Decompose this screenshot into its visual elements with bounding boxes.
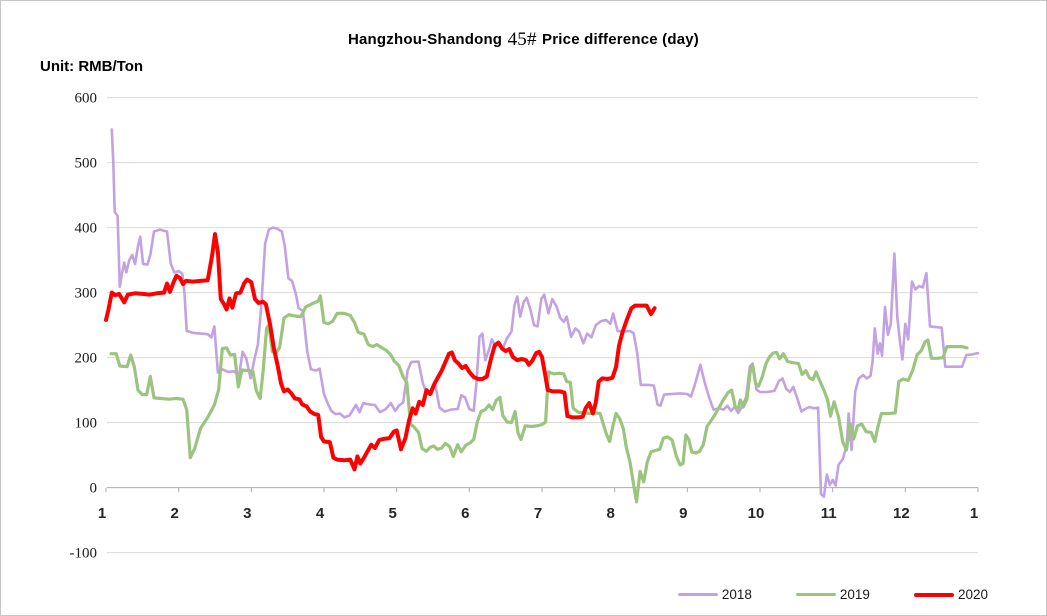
y-axis-tick-label: -100 bbox=[70, 546, 98, 562]
x-axis-tick-label: 5 bbox=[388, 505, 396, 522]
x-axis-tick-label: 10 bbox=[748, 505, 765, 522]
legend-label-2019: 2019 bbox=[839, 587, 870, 602]
x-axis-tick-label: 9 bbox=[679, 505, 687, 522]
legend-item-2020: 2020 bbox=[913, 587, 988, 602]
x-axis-tick-label: 1 bbox=[970, 505, 978, 522]
legend-swatch-2019 bbox=[795, 592, 836, 597]
x-axis-tick-label: 12 bbox=[893, 505, 910, 522]
x-axis-tick-label: 6 bbox=[461, 505, 469, 522]
x-axis-tick-label: 11 bbox=[821, 505, 837, 522]
x-axis-tick-label: 4 bbox=[316, 505, 325, 522]
chart-title: Hangzhou-Shandong 45# Price difference (… bbox=[1, 28, 1046, 50]
x-axis-tick-label: 2 bbox=[170, 505, 178, 522]
series-line-2018 bbox=[110, 128, 980, 499]
legend-label-2020: 2020 bbox=[957, 587, 988, 602]
legend-item-2019: 2019 bbox=[795, 587, 870, 602]
chart-title-grade: 45# bbox=[507, 29, 537, 50]
chart-title-suffix: Price difference (day) bbox=[542, 31, 700, 48]
y-axis-tick-label: 300 bbox=[75, 286, 98, 302]
y-axis-tick-label: 100 bbox=[75, 416, 98, 432]
x-axis-tick-label: 8 bbox=[606, 505, 614, 522]
y-axis-tick-label: 500 bbox=[75, 156, 98, 172]
legend-swatch-2018 bbox=[677, 593, 718, 596]
x-axis-tick-label: 3 bbox=[243, 505, 251, 522]
legend-item-2018: 2018 bbox=[677, 587, 752, 602]
x-axis-tick-label: 1 bbox=[98, 505, 106, 522]
chart-title-prefix: Hangzhou-Shandong bbox=[347, 31, 503, 48]
y-axis-tick-label: 600 bbox=[75, 91, 98, 107]
legend-swatch-2020 bbox=[913, 592, 954, 597]
y-axis-tick-label: 400 bbox=[75, 221, 98, 237]
x-axis-tick-label: 7 bbox=[534, 505, 542, 522]
y-axis-tick-label: 0 bbox=[90, 481, 98, 497]
unit-label: Unit: RMB/Ton bbox=[40, 58, 144, 75]
legend: 2018 2019 2020 bbox=[677, 587, 988, 602]
legend-label-2018: 2018 bbox=[721, 587, 752, 602]
series-line-2020 bbox=[104, 232, 657, 472]
y-axis-tick-label: 200 bbox=[75, 351, 98, 367]
